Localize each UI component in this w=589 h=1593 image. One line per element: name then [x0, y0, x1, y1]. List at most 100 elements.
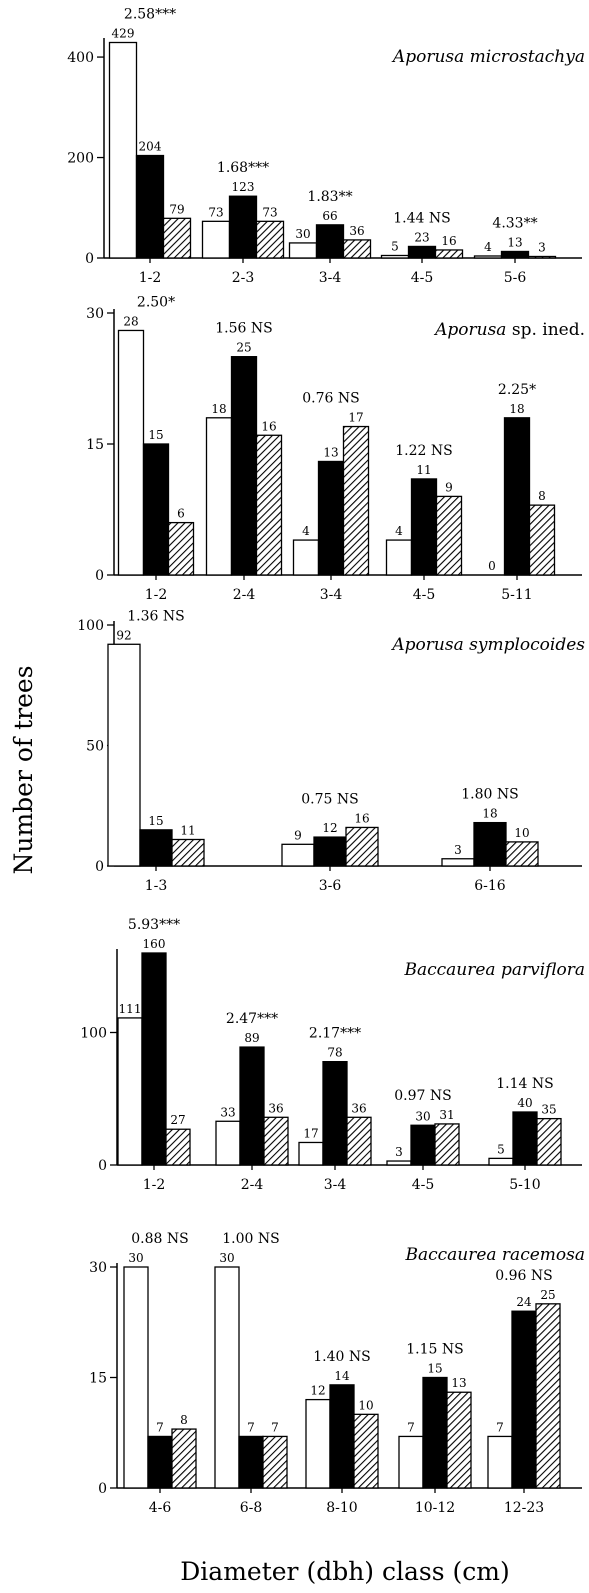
y-axis-label: Number of trees — [9, 665, 38, 874]
data-label: 23 — [414, 230, 429, 244]
category-label: 1-2 — [143, 1177, 166, 1193]
bar-hatched — [528, 504, 556, 576]
data-label: 30 — [128, 1251, 143, 1265]
data-label: 12 — [310, 1384, 325, 1398]
data-label: 16 — [441, 234, 456, 248]
bar-solid — [230, 356, 258, 576]
chart-panel: 0 15 30 Baccaurea racemosa 4-6 30 7 8 0.88 NS 6-8… — [89, 1231, 585, 1516]
bar-hatched — [162, 217, 192, 259]
bar-hatched — [171, 838, 205, 867]
bar-open — [488, 1157, 514, 1166]
chart-panel: 0 50 100 Aporusa symplocoides 1-3 92 15 11 1.36 … — [77, 608, 585, 894]
ratio-label: 1.56 NS — [215, 321, 272, 337]
y-tick-label: 30 — [89, 1260, 107, 1276]
bar-hatched — [255, 220, 285, 259]
chart-title-suffix: sp. ined. — [506, 320, 585, 340]
bar-solid — [503, 417, 531, 576]
bar-solid — [142, 443, 170, 576]
chart-title-species: Baccaurea parviflora — [403, 960, 585, 980]
ratio-label: 1.22 NS — [395, 443, 452, 459]
bar-solid — [407, 245, 437, 259]
bar-open — [380, 254, 410, 259]
bar-open — [487, 1435, 513, 1489]
data-label: 36 — [351, 1101, 366, 1115]
bar-solid — [239, 1046, 265, 1166]
x-axis-label: Diameter (dbh) class (cm) — [180, 1557, 509, 1586]
bar-hatched — [342, 239, 372, 259]
ratio-label: 1.44 NS — [393, 210, 450, 226]
y-tick-label: 100 — [80, 1026, 107, 1042]
bar-hatched — [255, 434, 283, 576]
bar-solid — [410, 1124, 436, 1166]
data-label: 13 — [323, 445, 338, 459]
bar-solid — [139, 829, 173, 867]
category-label: 3-4 — [324, 1177, 347, 1193]
data-label: 30 — [219, 1251, 234, 1265]
data-label: 111 — [119, 1002, 142, 1016]
bar-hatched — [435, 495, 463, 576]
data-label: 7 — [496, 1420, 504, 1434]
data-label: 28 — [123, 314, 138, 328]
ratio-label: 1.68*** — [217, 160, 269, 176]
data-label: 0 — [488, 559, 496, 573]
bar-hatched — [262, 1435, 288, 1489]
data-label: 73 — [208, 205, 223, 219]
data-label: 5 — [497, 1142, 505, 1156]
bar-open — [201, 220, 231, 259]
y-tick-label: 100 — [77, 618, 104, 634]
data-label: 4 — [484, 240, 492, 254]
bar-solid — [238, 1435, 264, 1489]
data-label: 160 — [143, 937, 166, 951]
data-label: 33 — [220, 1105, 235, 1119]
data-label: 35 — [541, 1103, 556, 1117]
data-label: 3 — [454, 843, 462, 857]
category-label: 5-10 — [509, 1177, 540, 1193]
category-label: 1-2 — [139, 270, 162, 286]
data-label: 40 — [517, 1096, 532, 1110]
bar-hatched — [171, 1428, 197, 1489]
chart-title-species: Aporusa — [433, 320, 506, 340]
chart-title: Aporusa sp. ined. — [433, 320, 585, 340]
chart-title: Aporusa symplocoides — [390, 635, 585, 655]
data-label: 10 — [358, 1398, 373, 1412]
data-label: 6 — [177, 507, 185, 521]
bar-solid — [317, 460, 345, 576]
category-label: 4-5 — [411, 270, 434, 286]
bar-open — [123, 1266, 149, 1489]
data-label: 10 — [514, 826, 529, 840]
category-label: 2-4 — [241, 1177, 264, 1193]
category-label: 8-10 — [326, 1500, 357, 1516]
data-label: 204 — [139, 140, 162, 154]
data-label: 30 — [295, 227, 310, 241]
ratio-label: 0.75 NS — [301, 791, 358, 807]
data-label: 15 — [148, 428, 163, 442]
bar-hatched — [505, 841, 539, 867]
data-label: 17 — [348, 411, 363, 425]
bar-open — [386, 1160, 412, 1166]
category-label: 1-2 — [145, 587, 168, 603]
ratio-label: 5.93*** — [128, 917, 180, 933]
y-tick-label: 15 — [86, 437, 104, 453]
bar-open — [281, 843, 315, 867]
bar-hatched — [434, 1123, 460, 1166]
data-label: 16 — [261, 419, 276, 433]
data-label: 11 — [180, 823, 195, 837]
ratio-label: 4.33** — [492, 215, 537, 231]
ratio-label: 2.58*** — [124, 7, 176, 23]
bar-open — [305, 1398, 331, 1489]
data-label: 89 — [244, 1031, 259, 1045]
y-tick-label: 400 — [67, 50, 94, 66]
bar-solid — [141, 952, 167, 1166]
ratio-label: 0.88 NS — [131, 1231, 188, 1247]
data-label: 92 — [116, 628, 131, 642]
chart-title-species: Baccaurea racemosa — [404, 1245, 585, 1265]
bar-open — [107, 643, 141, 867]
data-label: 17 — [303, 1126, 318, 1140]
bar-open — [214, 1266, 240, 1489]
y-tick-label: 0 — [95, 568, 104, 584]
bar-open — [288, 242, 318, 259]
bar-solid — [422, 1376, 448, 1489]
data-label: 36 — [349, 224, 364, 238]
category-label: 3-4 — [319, 270, 342, 286]
category-label: 6-16 — [474, 878, 506, 894]
